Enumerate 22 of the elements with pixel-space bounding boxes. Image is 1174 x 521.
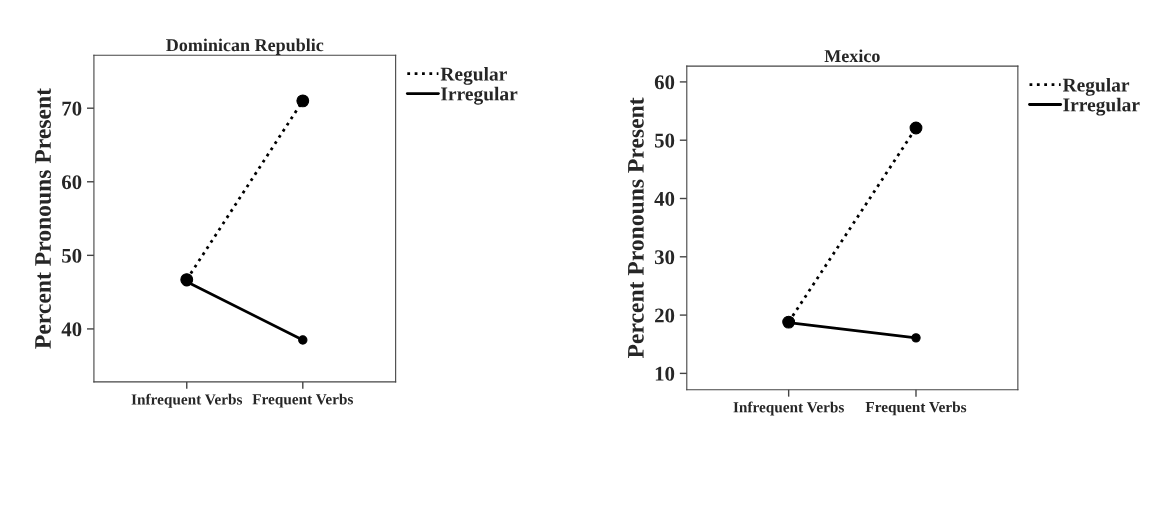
legend-label: Regular bbox=[1062, 77, 1130, 96]
chart-title: Mexico bbox=[824, 49, 880, 63]
x-tick-label: Infrequent Verbs bbox=[733, 401, 844, 416]
y-tick-label: 10 bbox=[655, 366, 675, 381]
y-tick-label: 30 bbox=[654, 250, 675, 265]
y-tick-label: 20 bbox=[655, 308, 675, 323]
y-tick-label: 50 bbox=[62, 248, 82, 263]
y-tick-label: 50 bbox=[654, 133, 675, 148]
legend-label: Irregular bbox=[1063, 97, 1140, 116]
chart-title: Dominican Republic bbox=[166, 38, 324, 55]
y-tick-label: 40 bbox=[61, 322, 82, 337]
x-tick-label: Infrequent Verbs bbox=[131, 393, 243, 408]
y-axis-title: Percent Pronouns Present bbox=[628, 97, 644, 359]
legend-label: Regular bbox=[440, 67, 507, 85]
x-tick-label: Frequent Verbs bbox=[865, 401, 967, 416]
y-tick-label: 60 bbox=[61, 175, 82, 190]
y-tick-label: 70 bbox=[62, 101, 82, 116]
y-tick-label: 40 bbox=[654, 191, 675, 206]
y-axis-title: Percent Pronouns Present bbox=[35, 88, 51, 349]
x-tick-label: Frequent Verbs bbox=[252, 393, 354, 408]
legend-label: Irregular bbox=[441, 86, 518, 105]
y-tick-label: 60 bbox=[654, 75, 675, 90]
